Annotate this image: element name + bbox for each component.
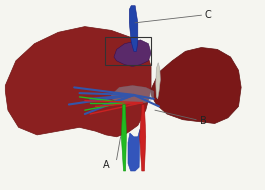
Text: A: A [103,160,109,170]
Polygon shape [114,40,151,66]
Polygon shape [5,27,151,137]
Polygon shape [156,63,160,99]
Bar [105,37,151,65]
Polygon shape [111,86,154,104]
Polygon shape [151,48,241,124]
Polygon shape [140,105,146,171]
Polygon shape [128,129,140,171]
Text: B: B [200,116,207,126]
Text: C: C [204,10,211,20]
Polygon shape [129,6,138,51]
Polygon shape [121,105,126,171]
